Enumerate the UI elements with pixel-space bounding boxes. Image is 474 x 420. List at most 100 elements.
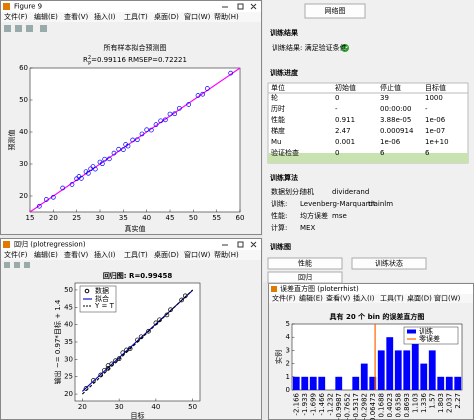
bar [445,376,453,390]
window-title: 回归 (plotregression) [14,240,86,249]
window-controls[interactable] [222,241,257,248]
bar [386,337,394,390]
algorithm-cell: 数据划分: [271,187,301,196]
x-tick-label: 40 [142,214,151,222]
menu-item[interactable]: 插入(I) [94,250,116,259]
x-tick-label: 25 [72,214,81,222]
table-cell: 轮 [271,93,278,102]
point [176,105,182,111]
point [162,117,168,123]
point [102,368,107,373]
x-tick-label: -1.933 [301,393,309,416]
menu-item[interactable]: 桌面(D) [407,294,432,303]
point [153,320,159,326]
x-tick-label: 0.4023 [386,393,394,418]
menu-item[interactable]: 插入(I) [353,294,375,303]
menu-item[interactable]: 工具(T) [124,251,148,259]
table-cell: 00:00:00 [380,105,411,113]
y-tick-label: 25 [64,373,73,381]
section-heading: 训练图 [270,242,291,251]
button-label[interactable]: 回归 [298,273,312,282]
menu-item[interactable]: 编辑(E) [34,250,58,259]
point [98,372,104,378]
point [148,127,154,133]
menu-item[interactable]: 文件(F) [4,12,28,21]
table-cell: 1e-06 [380,138,401,146]
plot-button[interactable] [267,271,343,284]
menu-item[interactable]: 桌面(D) [154,250,179,259]
point [139,131,145,137]
table-cell: - [335,105,338,113]
plot-button[interactable] [351,257,427,270]
x-tick-label: 0.1688 [377,393,385,418]
x-tick-label: 2.037 [445,393,453,413]
table-cell: 0 [335,94,339,102]
toolbar[interactable] [4,262,30,268]
table-cell: 梯度 [271,126,285,135]
point [123,142,129,147]
y-tick-label: 5 [286,320,290,328]
table-cell: 3.88e-05 [380,116,411,124]
menu-item[interactable]: 窗口(W) [434,294,461,303]
menu-item[interactable]: 工具(T) [380,295,404,303]
bar [454,376,462,390]
bar [309,376,317,390]
x-tick-label: 30 [115,403,124,411]
point [105,366,111,371]
point [195,93,201,98]
button-label[interactable]: 性能 [298,259,312,268]
point [172,111,178,117]
check-icon [341,44,349,52]
point [36,203,42,209]
menu-item[interactable]: 编辑(E) [34,12,58,21]
point [130,137,136,143]
menu-item[interactable]: 桌面(D) [154,12,179,21]
point [105,363,111,368]
title-bar [269,284,473,294]
network-button[interactable] [304,3,366,19]
table-cell: - [425,105,428,113]
bar [403,350,411,390]
menu-item[interactable]: 文件(F) [272,294,296,303]
window-controls[interactable] [222,3,257,10]
bar [428,350,436,390]
section-heading: 训练进度 [270,68,299,77]
section-heading: 训练结果 [270,28,298,37]
menu-item[interactable]: 帮助(H) [214,12,239,21]
bar [377,350,385,390]
menu-item[interactable]: 插入(I) [94,12,116,21]
button-label[interactable]: 网络图 [325,6,346,15]
x-tick-label: -1.466 [318,392,326,415]
menu-item[interactable]: 查看(V) [326,294,351,303]
algorithm-cell: 训练: [271,199,287,208]
point [179,297,184,303]
bar [394,350,402,390]
menu-item[interactable]: 编辑(E) [299,294,323,303]
point [111,150,117,156]
menu-item[interactable]: 查看(V) [64,250,89,259]
button-label[interactable]: 训练状态 [375,259,403,268]
x-tick-label: 15 [26,214,35,222]
menu-item[interactable]: 帮助(H) [214,250,239,259]
menu-item[interactable]: 工具(T) [124,13,148,21]
legend-label: 数据 [95,286,109,295]
table-header: 停止值 [380,83,401,92]
section-heading: 训练算法 [270,173,298,182]
menu-item[interactable]: 文件(F) [4,250,28,259]
table-cell: 1e-07 [425,127,445,135]
menu-item[interactable]: 查看(V) [64,12,89,21]
x-tick-label: -0.06473 [369,393,377,420]
point [182,293,188,299]
bar [318,376,326,390]
plot-button[interactable] [267,257,343,270]
bar [292,376,300,390]
legend-label: 拟合 [95,294,109,303]
point [99,161,105,167]
menu-item[interactable]: 窗口(W) [184,250,211,259]
point [109,361,115,367]
title-bar [1,1,261,12]
toolbar[interactable] [4,25,47,32]
x-tick-label: 1.336 [420,392,428,413]
highlight-row [268,153,468,163]
menu-item[interactable]: 窗口(W) [184,12,211,21]
